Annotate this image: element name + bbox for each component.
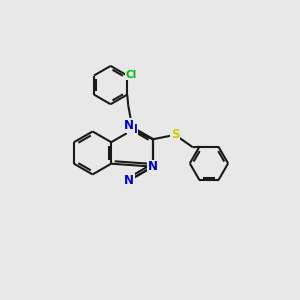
Text: N: N [124, 119, 134, 132]
Text: S: S [171, 128, 179, 141]
Text: N: N [128, 123, 138, 136]
Text: N: N [148, 160, 158, 173]
Text: N: N [124, 174, 134, 187]
Text: Cl: Cl [125, 70, 136, 80]
